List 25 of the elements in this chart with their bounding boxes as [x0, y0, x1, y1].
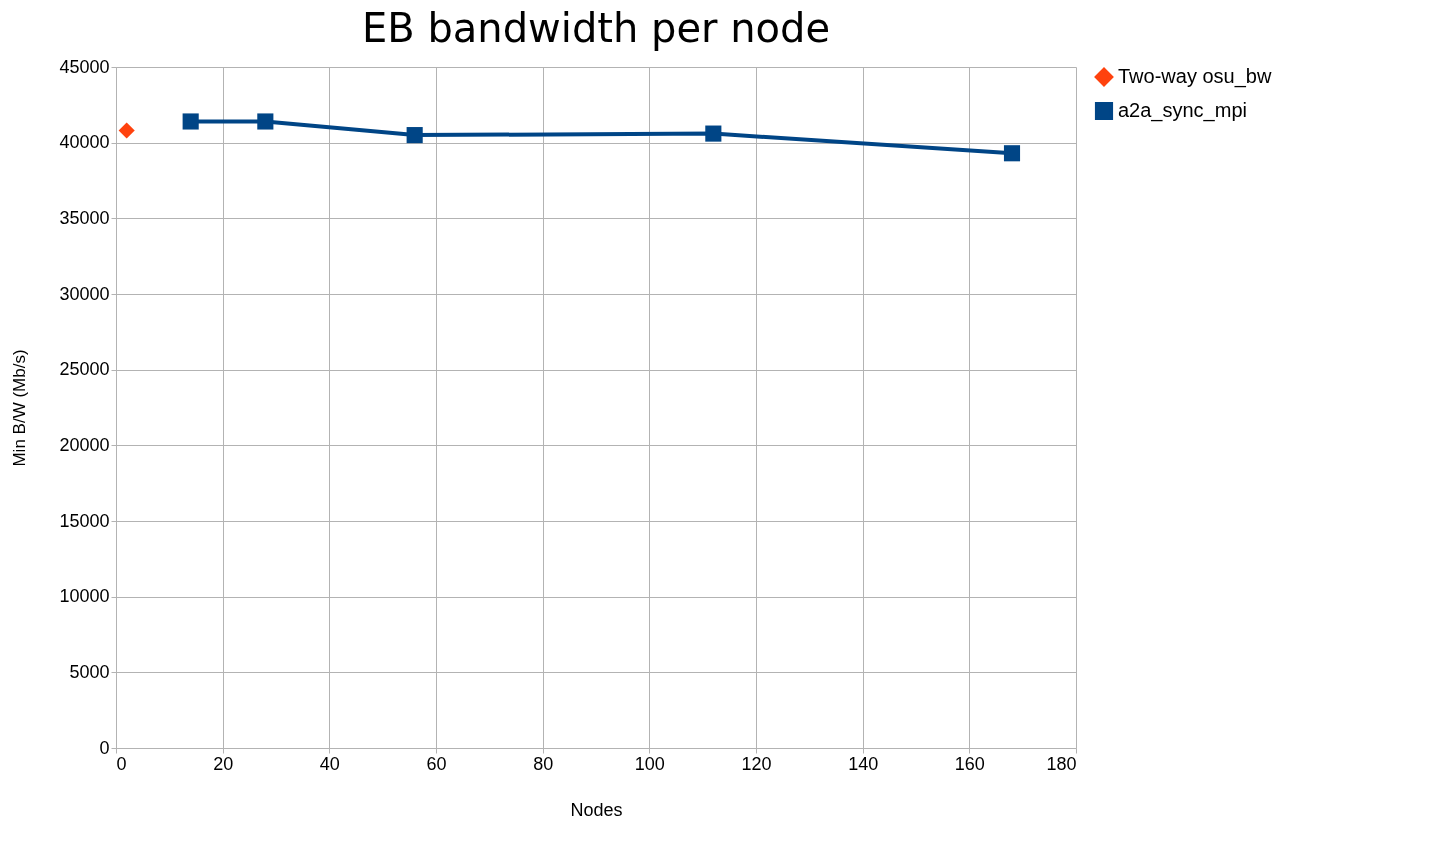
y-tick-label: 25000 [59, 359, 110, 380]
y-axis-title: Min B/W (Mb/s) [10, 349, 30, 467]
y-tick-label: 10000 [59, 586, 110, 607]
x-tick-label: 20 [213, 753, 234, 774]
y-tick-label: 0 [99, 737, 110, 758]
y-tick-label: 15000 [59, 510, 110, 531]
legend-label: Two-way osu_bw [1118, 65, 1272, 88]
y-tick-label: 20000 [59, 434, 110, 455]
y-tick-label: 40000 [59, 132, 110, 153]
y-tick-label: 35000 [59, 207, 110, 228]
y-tick-label: 45000 [59, 56, 110, 77]
x-tick-label: 80 [533, 753, 554, 774]
x-axis-title: Nodes [570, 799, 623, 820]
x-tick-label: 100 [634, 753, 665, 774]
x-tick-label: 180 [1046, 753, 1077, 774]
legend-label: a2a_sync_mpi [1118, 99, 1247, 122]
x-tick-label: 0 [116, 753, 127, 774]
x-tick-label: 160 [954, 753, 985, 774]
x-tick-label: 140 [848, 753, 879, 774]
chart-title: EB bandwidth per node [361, 5, 831, 51]
x-tick-label: 120 [741, 753, 772, 774]
y-tick-label: 30000 [59, 283, 110, 304]
y-tick-label: 5000 [69, 661, 110, 682]
x-tick-label: 60 [426, 753, 447, 774]
x-tick-label: 40 [319, 753, 340, 774]
